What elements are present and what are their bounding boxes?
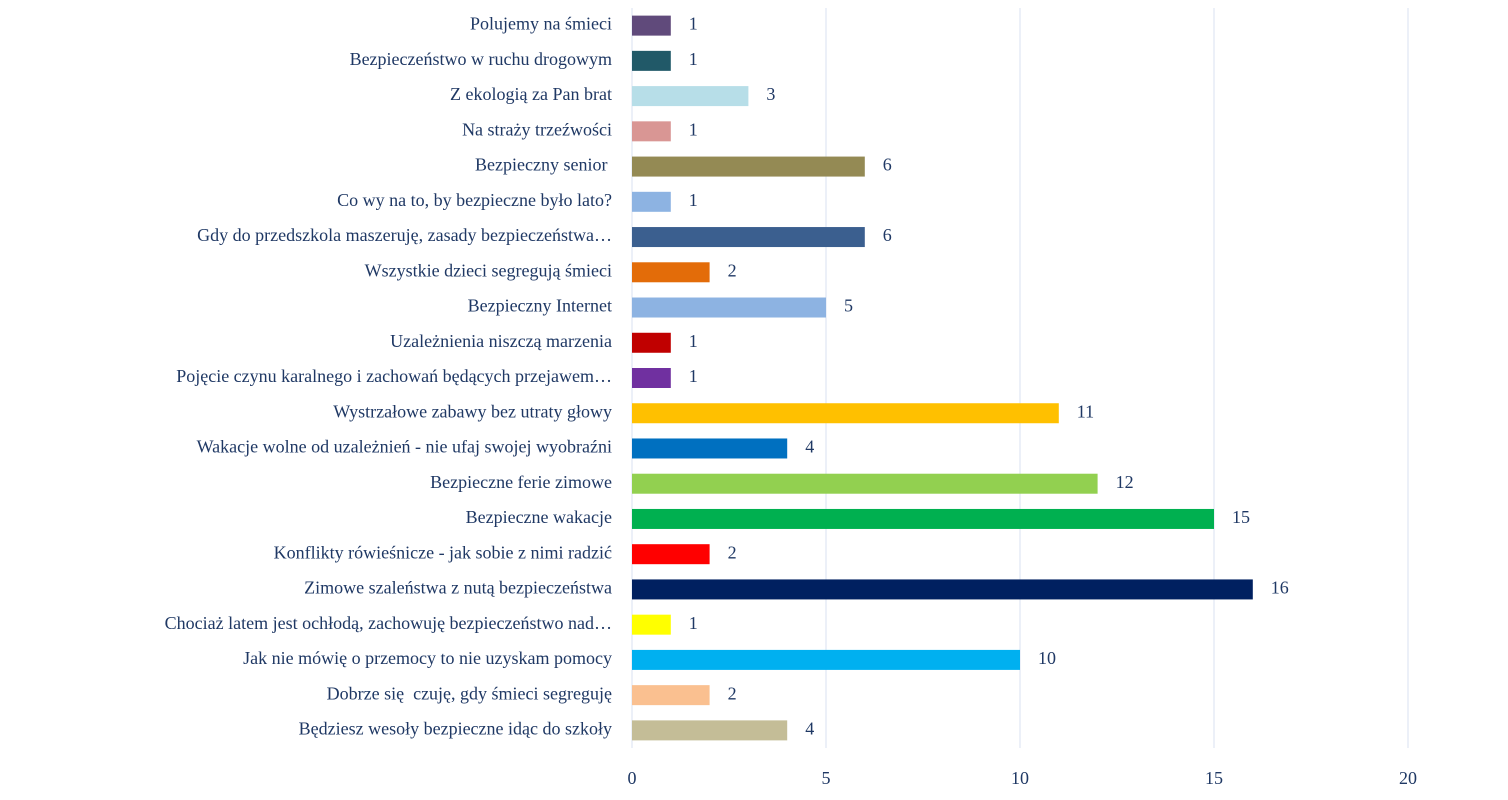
data-label: 2 <box>728 260 737 280</box>
bar <box>632 191 671 212</box>
y-tick-label: Co wy na to, by bezpieczne było lato? <box>337 190 612 210</box>
data-label: 1 <box>689 49 698 69</box>
bar <box>632 685 710 706</box>
y-tick-label: Jak nie mówię o przemocy to nie uzyskam … <box>243 648 612 668</box>
bar <box>632 262 710 283</box>
y-tick-label: Chociaż latem jest ochłodą, zachowuję be… <box>165 613 612 633</box>
y-tick-label: Dobrze się czuję, gdy śmieci segreguję <box>327 683 612 703</box>
y-tick-label: Wakacje wolne od uzależnień - nie ufaj s… <box>197 437 612 457</box>
y-tick-label: Uzależnienia niszczą marzenia <box>390 331 612 351</box>
data-label: 1 <box>689 331 698 351</box>
y-tick-label: Bezpieczny Internet <box>468 296 612 316</box>
data-label: 6 <box>883 155 892 175</box>
data-label: 2 <box>728 683 737 703</box>
y-tick-label: Konflikty rówieśnicze - jak sobie z nimi… <box>274 542 612 562</box>
bar <box>632 227 865 248</box>
data-label: 1 <box>689 14 698 34</box>
y-tick-label: Wszystkie dzieci segregują śmieci <box>365 260 612 280</box>
bar <box>632 614 671 635</box>
data-label: 1 <box>689 190 698 210</box>
y-tick-label: Bezpieczny senior <box>475 155 612 175</box>
x-tick-label: 0 <box>628 768 637 788</box>
y-tick-label: Zimowe szaleństwa z nutą bezpieczeństwa <box>304 578 612 598</box>
bar <box>632 86 749 107</box>
data-label: 16 <box>1271 578 1289 598</box>
data-label: 12 <box>1116 472 1134 492</box>
bar <box>632 438 788 459</box>
y-tick-label: Pojęcie czynu karalnego i zachowań będąc… <box>176 366 612 386</box>
y-tick-label: Bezpieczne ferie zimowe <box>430 472 612 492</box>
bar <box>632 649 1020 670</box>
x-tick-label: 20 <box>1399 768 1417 788</box>
data-label: 4 <box>805 437 814 457</box>
data-label: 1 <box>689 613 698 633</box>
data-label: 1 <box>689 366 698 386</box>
y-tick-label: Bezpieczeństwo w ruchu drogowym <box>350 49 612 69</box>
y-tick-label: Będziesz wesoły bezpieczne idąc do szkoł… <box>299 719 612 739</box>
y-tick-label: Bezpieczne wakacje <box>466 507 612 527</box>
data-label: 1 <box>689 119 698 139</box>
bar <box>632 156 865 177</box>
data-label: 4 <box>805 719 814 739</box>
data-label: 11 <box>1077 401 1094 421</box>
data-label: 2 <box>728 542 737 562</box>
y-tick-label: Na straży trzeźwości <box>462 119 612 139</box>
y-tick-label: Wystrzałowe zabawy bez utraty głowy <box>333 401 612 421</box>
bar <box>632 473 1098 494</box>
data-label: 6 <box>883 225 892 245</box>
bar <box>632 403 1059 424</box>
data-label: 3 <box>766 84 775 104</box>
y-tick-label: Gdy do przedszkola maszeruję, zasady bez… <box>197 225 612 245</box>
bar <box>632 720 788 741</box>
bar <box>632 508 1214 529</box>
y-tick-label: Z ekologią za Pan brat <box>450 84 612 104</box>
bar <box>632 544 710 565</box>
data-label: 10 <box>1038 648 1056 668</box>
data-label: 5 <box>844 296 853 316</box>
bar <box>632 15 671 36</box>
x-tick-label: 5 <box>822 768 831 788</box>
y-tick-label: Polujemy na śmieci <box>470 14 612 34</box>
x-tick-label: 10 <box>1011 768 1029 788</box>
x-tick-label: 15 <box>1205 768 1223 788</box>
bar <box>632 50 671 71</box>
bar <box>632 368 671 388</box>
data-label: 15 <box>1232 507 1250 527</box>
bar <box>632 579 1253 600</box>
bar <box>632 297 826 318</box>
bar <box>632 121 671 142</box>
bar <box>632 332 671 353</box>
